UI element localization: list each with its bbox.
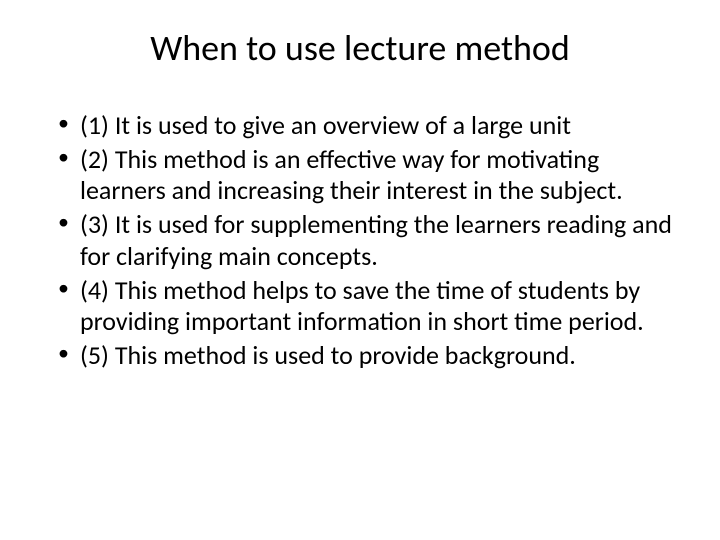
list-item: (5) This method is used to provide backg… [58, 340, 680, 372]
slide-container: When to use lecture method (1) It is use… [0, 0, 720, 540]
list-item: (3) It is used for supplementing the lea… [58, 209, 680, 272]
list-item: (4) This method helps to save the time o… [58, 275, 680, 338]
bullet-list: (1) It is used to give an overview of a … [40, 110, 680, 372]
list-item: (1) It is used to give an overview of a … [58, 110, 680, 142]
list-item: (2) This method is an effective way for … [58, 144, 680, 207]
slide-title: When to use lecture method [40, 26, 680, 70]
